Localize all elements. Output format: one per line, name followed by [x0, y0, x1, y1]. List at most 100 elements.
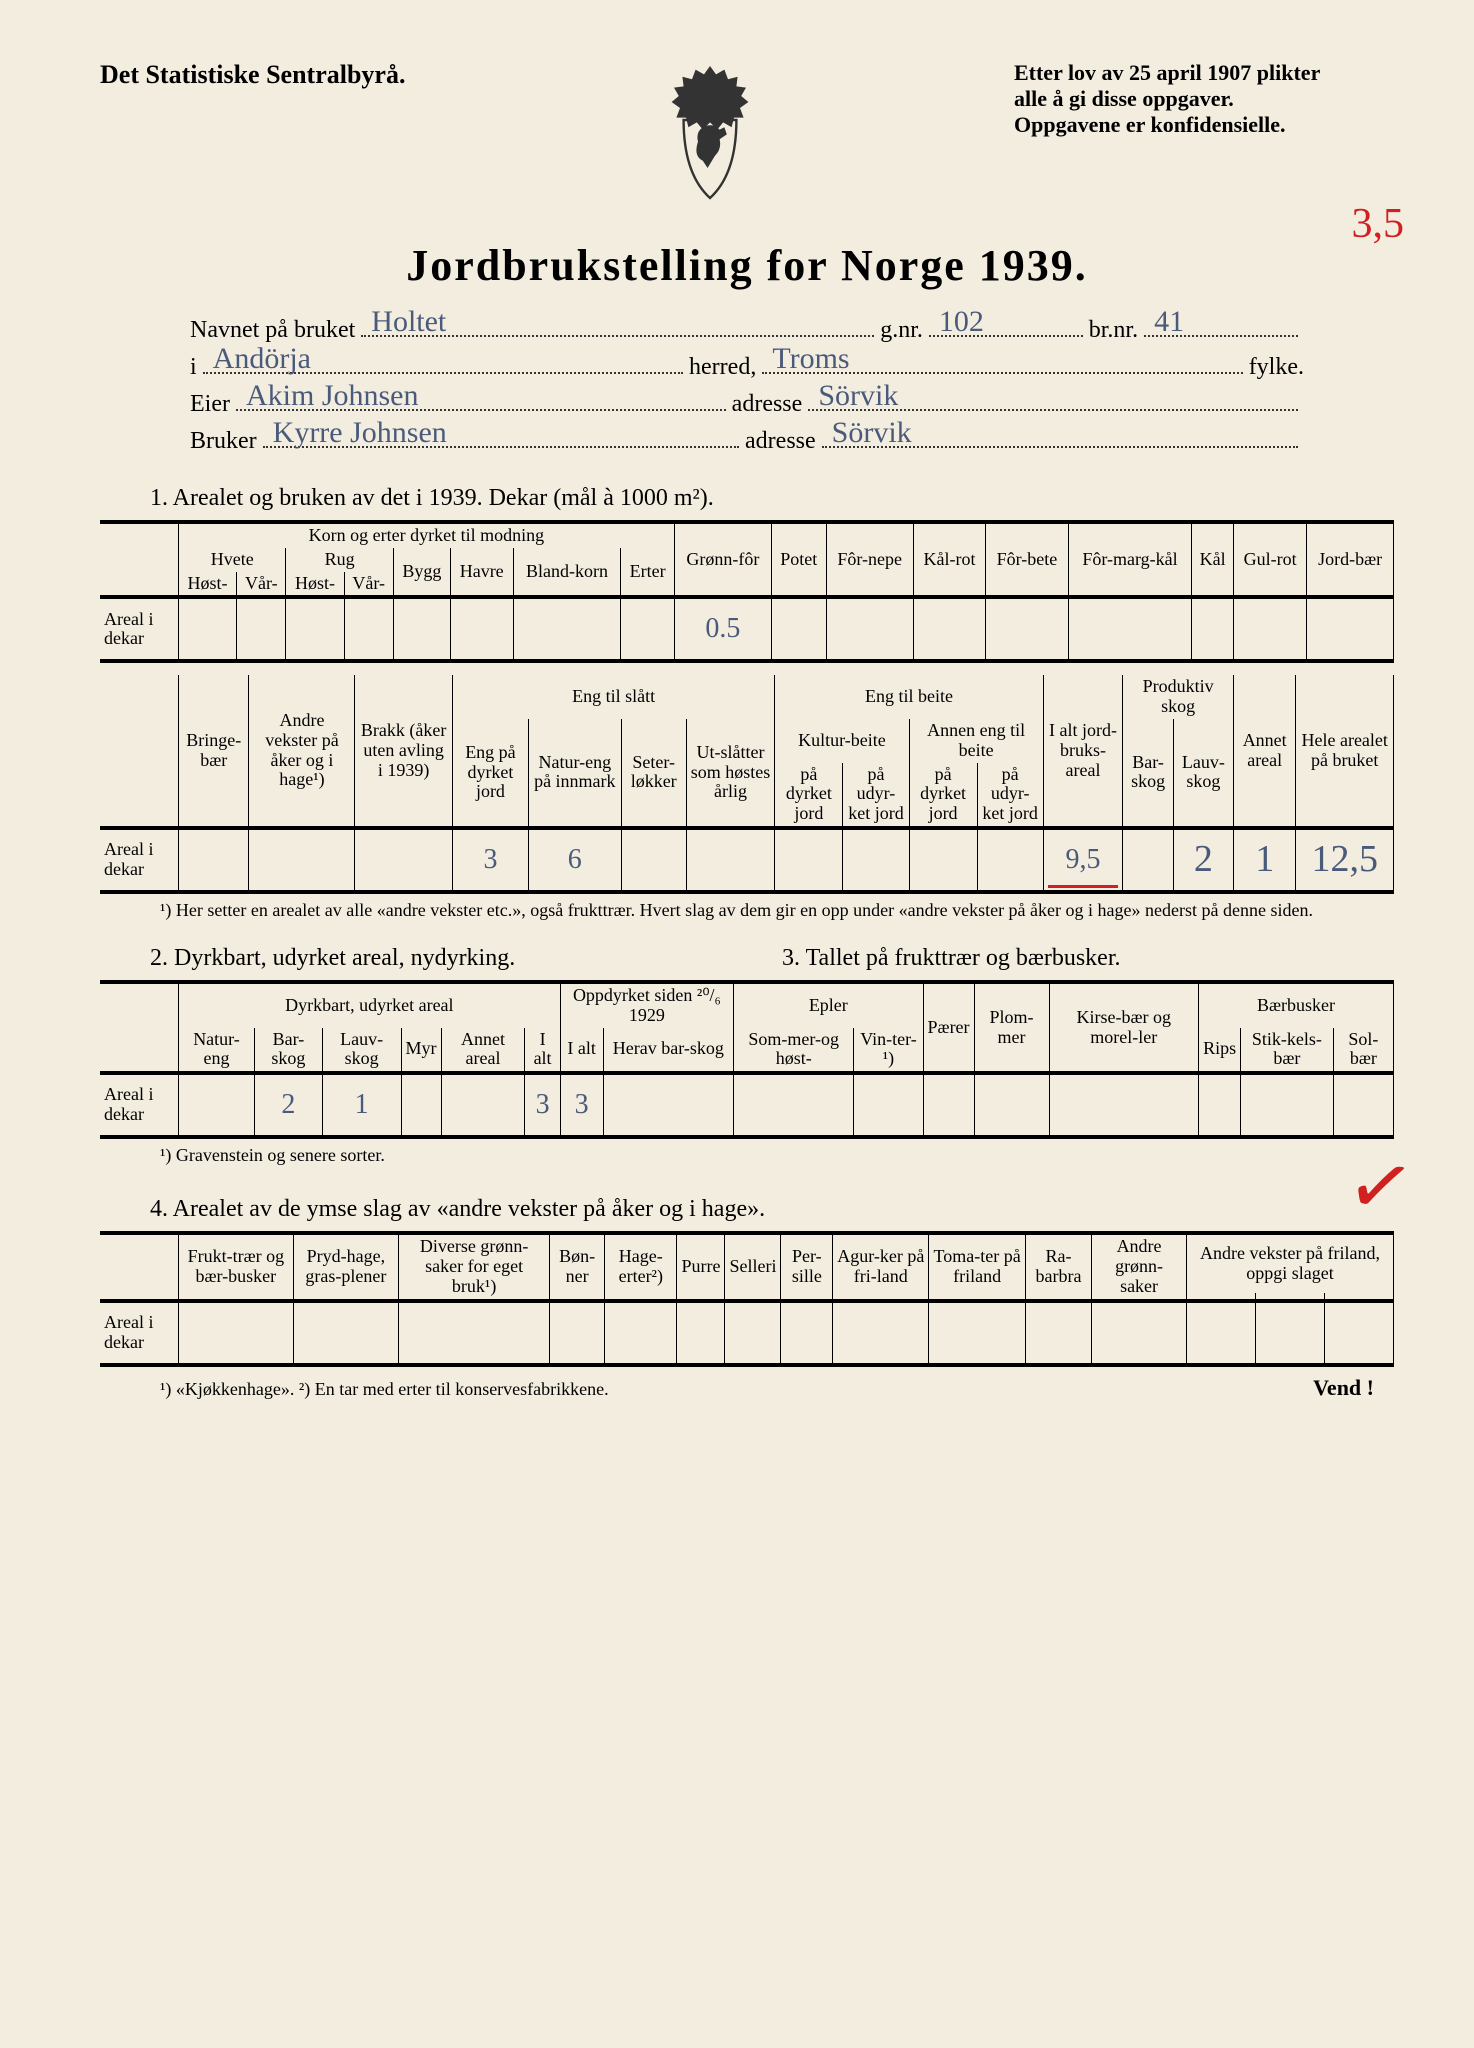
table2-data: Areal i dekar 2 1 3 3 — [100, 1075, 1394, 1135]
h-havre: Havre — [450, 548, 513, 596]
h-kb-dyrket: på dyrket jord — [775, 763, 843, 826]
h4-tomater: Toma-ter på friland — [929, 1235, 1026, 1298]
h-bringebaer: Bringe-bær — [179, 675, 249, 826]
h4-andre-gronn: Andre grønn-saker — [1092, 1235, 1187, 1298]
h-barskog: Bar-skog — [1123, 719, 1174, 826]
value-eier-adresse: Sörvik — [818, 379, 898, 413]
row-label-1b: Areal i dekar — [100, 830, 179, 890]
h-kb-udyrket: på udyr-ket jord — [843, 763, 909, 826]
v-hele: 12,5 — [1296, 830, 1394, 890]
h-brakk: Brakk (åker uten avling i 1939) — [355, 675, 452, 826]
vend-label: Vend ! — [1313, 1375, 1374, 1401]
field-eier: Akim Johnsen — [236, 385, 726, 411]
h2-kirse: Kirse-bær og morel-ler — [1049, 984, 1199, 1071]
h-korn: Korn og erter dyrket til modning — [179, 524, 675, 548]
h-utslatter: Ut-slåtter som høstes årlig — [686, 719, 775, 826]
h-gronnfor: Grønn-fôr — [674, 524, 771, 595]
h-potet: Potet — [772, 524, 827, 595]
h-annen-eng: Annen eng til beite — [909, 719, 1043, 763]
v-annet: 1 — [1233, 830, 1295, 890]
h-rug-host: Høst- — [286, 572, 344, 596]
value-herred: Troms — [772, 342, 849, 376]
h-formargkal: Fôr-marg-kål — [1068, 524, 1192, 595]
v2-lauvskog: 1 — [322, 1075, 401, 1135]
h-rug-var: Vår- — [344, 572, 393, 596]
h-rug: Rug — [286, 548, 393, 572]
section2-footnote: ¹) Gravenstein og senere sorter. — [160, 1145, 1394, 1166]
h-forbete: Fôr-bete — [986, 524, 1069, 595]
h4-diverse: Diverse grønn-saker for eget bruk¹) — [399, 1235, 550, 1298]
section2-title: 2. Dyrkbart, udyrket areal, nydyrking. — [150, 945, 762, 972]
row-label-1a: Areal i dekar — [100, 599, 179, 659]
header: Det Statistiske Sentralbyrå. Etter lov a… — [100, 60, 1394, 210]
label-navn: Navnet på bruket — [190, 317, 355, 344]
h4-selleri: Selleri — [725, 1235, 781, 1298]
label-herred: herred, — [689, 354, 756, 381]
label-bruker-adresse: adresse — [745, 428, 816, 455]
h4-agurker: Agur-ker på fri-land — [833, 1235, 929, 1298]
h2-myr: Myr — [401, 1028, 441, 1072]
field-bruker: Kyrre Johnsen — [263, 422, 739, 448]
h-prod-skog: Produktiv skog — [1123, 675, 1234, 719]
table1-top: Korn og erter dyrket til modning Grønn-f… — [100, 524, 1394, 659]
table4-data: Areal i dekar — [100, 1303, 1394, 1363]
v2-ialt: 3 — [525, 1075, 560, 1135]
h4-bonner: Bøn-ner — [550, 1235, 605, 1298]
field-eier-adresse: Sörvik — [808, 385, 1298, 411]
field-herred: Troms — [762, 348, 1242, 374]
value-sted: Andörja — [213, 342, 311, 376]
label-brnr: br.nr. — [1089, 317, 1138, 344]
legal-line-2: alle å gi disse oppgaver. — [1014, 86, 1394, 112]
v-eng-pa: 3 — [452, 830, 528, 890]
h2-barskog: Bar-skog — [255, 1028, 323, 1072]
h-andre: Andre vekster på åker og i hage¹) — [249, 675, 355, 826]
h2-annet: Annet areal — [441, 1028, 525, 1072]
h4-rabarbra: Ra-barbra — [1025, 1235, 1091, 1298]
table4: Frukt-trær og bær-busker Pryd-hage, gras… — [100, 1235, 1394, 1362]
section1-title: 1. Arealet og bruken av det i 1939. Deka… — [150, 485, 1394, 512]
h2-ialt2: I alt — [560, 1028, 603, 1072]
coat-of-arms-icon — [650, 60, 770, 210]
label-eier-adresse: adresse — [732, 391, 803, 418]
h2-solbaer: Sol-bær — [1333, 1028, 1393, 1072]
table1-top-data: Areal i dekar 0.5 — [100, 599, 1394, 659]
row-label-4: Areal i dekar — [100, 1303, 179, 1363]
legal-line-3: Oppgavene er konfidensielle. — [1014, 112, 1394, 138]
field-bruker-adresse: Sörvik — [822, 422, 1298, 448]
h-erter: Erter — [621, 548, 674, 596]
field-brnr: 41 — [1144, 311, 1298, 337]
value-brnr: 41 — [1154, 305, 1184, 339]
v-gronnfor: 0.5 — [674, 599, 771, 659]
h-gulrot: Gul-rot — [1233, 524, 1307, 595]
v-lauvskog: 2 — [1173, 830, 1233, 890]
h4-purre: Purre — [677, 1235, 725, 1298]
h-hvete: Hvete — [179, 548, 286, 572]
value-bruker-adresse: Sörvik — [832, 416, 912, 450]
form-page: 3,5 Det Statistiske Sentralbyrå. Etter l… — [0, 0, 1474, 2048]
farm-info: Navnet på bruket Holtet g.nr. 102 br.nr.… — [190, 311, 1304, 455]
h2-herav: Herav bar-skog — [603, 1028, 734, 1072]
h4-hageerter: Hage-erter²) — [605, 1235, 677, 1298]
h-kulturbeite: Kultur-beite — [775, 719, 909, 763]
h-ialt-jord: I alt jord-bruks-areal — [1043, 675, 1123, 826]
label-bruker: Bruker — [190, 428, 257, 455]
h2-paerer: Pærer — [923, 984, 974, 1071]
section3-title: 3. Tallet på frukttrær og bærbusker. — [782, 945, 1394, 972]
section4-footnote: ¹) «Kjøkkenhage». ²) En tar med erter ti… — [160, 1379, 609, 1400]
v2-ialt2: 3 — [560, 1075, 603, 1135]
h2-dyrkbart: Dyrkbart, udyrket areal — [179, 984, 561, 1028]
h2-stikkels: Stik-kels-bær — [1241, 1028, 1334, 1072]
h-bygg: Bygg — [393, 548, 450, 596]
h-kal: Kål — [1192, 524, 1233, 595]
h-ae-udyrket: på udyr-ket jord — [977, 763, 1043, 826]
v2-barskog: 2 — [255, 1075, 323, 1135]
value-gnr: 102 — [939, 305, 984, 339]
value-navn: Holtet — [371, 305, 446, 339]
field-navn: Holtet — [361, 311, 874, 337]
h2-rips: Rips — [1199, 1028, 1241, 1072]
h4-pryd: Pryd-hage, gras-plener — [293, 1235, 398, 1298]
value-eier: Akim Johnsen — [246, 379, 419, 413]
field-sted: Andörja — [203, 348, 683, 374]
legal-line-1: Etter lov av 25 april 1907 plikter — [1014, 60, 1394, 86]
h-eng-pa: Eng på dyrket jord — [452, 719, 528, 826]
